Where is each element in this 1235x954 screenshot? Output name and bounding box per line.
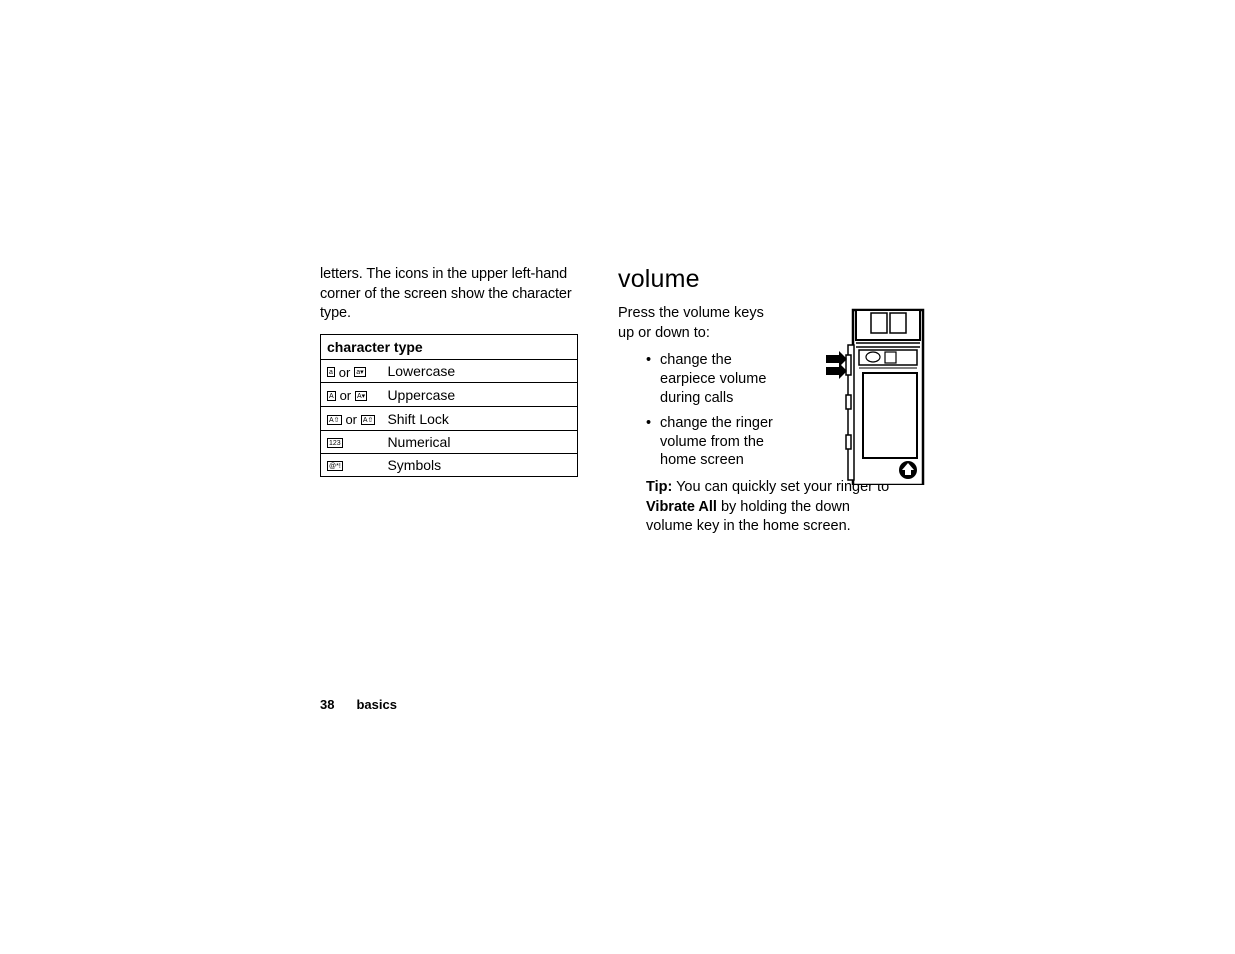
phone-diagram-icon — [823, 305, 928, 485]
list-item: change the earpiece volume during calls — [646, 351, 786, 408]
uppercase-a-alt-icon: A▾ — [355, 391, 367, 401]
page-number: 38 — [320, 697, 334, 712]
table-row: @*! Symbols — [321, 454, 578, 477]
table-row: a or a▾ Lowercase — [321, 359, 578, 383]
row-icons: @*! — [321, 454, 382, 477]
row-icons: A⇧ or A⇧ — [321, 407, 382, 431]
shiftlock-alt-icon: A⇧ — [361, 415, 376, 425]
volume-bullet-list: change the earpiece volume during calls … — [646, 351, 786, 470]
numerical-icon: 123 — [327, 438, 343, 448]
or-text: or — [340, 388, 352, 403]
lowercase-a-alt-icon: a▾ — [354, 367, 365, 377]
page-footer: 38 basics — [320, 697, 397, 712]
row-label: Numerical — [381, 431, 577, 454]
tip-label: Tip: — [646, 479, 672, 495]
list-item: change the ringer volume from the home s… — [646, 414, 786, 471]
row-icons: a or a▾ — [321, 359, 382, 383]
row-label: Shift Lock — [381, 407, 577, 431]
row-label: Lowercase — [381, 359, 577, 383]
or-text: or — [345, 412, 357, 427]
table-row: 123 Numerical — [321, 431, 578, 454]
or-text: or — [339, 364, 351, 379]
table-header: character type — [321, 334, 578, 359]
volume-heading: volume — [618, 265, 908, 294]
section-name: basics — [356, 697, 396, 712]
row-label: Uppercase — [381, 383, 577, 407]
intro-paragraph: letters. The icons in the upper left-han… — [320, 265, 578, 324]
table-row: A or A▾ Uppercase — [321, 383, 578, 407]
shiftlock-icon: A⇧ — [327, 415, 342, 425]
row-icons: 123 — [321, 431, 382, 454]
page: letters. The icons in the upper left-han… — [0, 0, 1235, 954]
uppercase-a-icon: A — [327, 391, 336, 401]
row-icons: A or A▾ — [321, 383, 382, 407]
tip-paragraph: Tip: You can quickly set your ringer to … — [646, 478, 896, 537]
volume-intro: Press the volume keys up or down to: — [618, 304, 778, 343]
content-columns: letters. The icons in the upper left-han… — [320, 265, 910, 537]
symbols-icon: @*! — [327, 461, 343, 471]
row-label: Symbols — [381, 454, 577, 477]
tip-vibrate-all: Vibrate All — [646, 499, 717, 515]
left-column: letters. The icons in the upper left-han… — [320, 265, 578, 537]
right-column: volume Press the volume keys up or down … — [618, 265, 908, 537]
character-type-table: character type a or a▾ Lowercase A or A▾ — [320, 334, 578, 477]
table-row: A⇧ or A⇧ Shift Lock — [321, 407, 578, 431]
lowercase-a-icon: a — [327, 367, 335, 377]
